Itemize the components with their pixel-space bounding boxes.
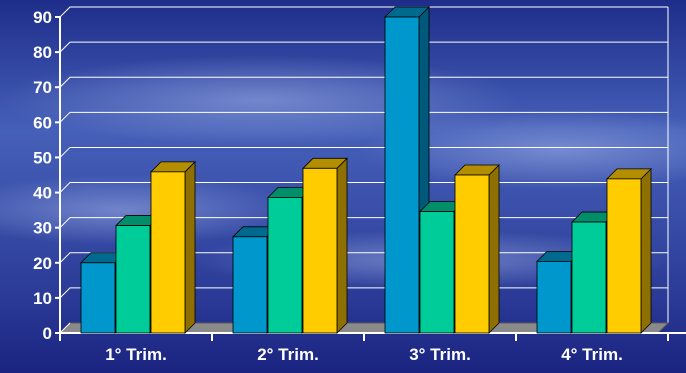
bar-front [80, 262, 116, 334]
y-tick-label: 0 [43, 324, 52, 343]
gridline [59, 146, 668, 158]
y-tick-label: 70 [33, 78, 52, 97]
bar [606, 167, 652, 334]
bar-front [150, 171, 186, 334]
bar [384, 6, 430, 334]
bar-side [640, 167, 652, 334]
y-tick-label: 60 [33, 113, 52, 132]
y-tick-label: 50 [33, 148, 52, 167]
bar-side [488, 164, 500, 334]
background-cloud [360, 110, 686, 190]
x-tick-label: 3° Trim. [409, 345, 471, 364]
x-tick-label: 1° Trim. [105, 345, 167, 364]
bar-front [606, 178, 642, 334]
bar-front [536, 260, 572, 334]
bar-side [336, 157, 348, 334]
x-tick-label: 2° Trim. [257, 345, 319, 364]
bar [150, 160, 196, 334]
bar-front [384, 16, 420, 334]
y-tick-label: 40 [33, 184, 52, 203]
y-tick-label: 30 [33, 219, 52, 238]
gridline [59, 41, 668, 53]
bar-front [419, 211, 455, 334]
y-tick-label: 90 [33, 8, 52, 27]
bar-front [302, 167, 338, 334]
y-tick-label: 20 [33, 254, 52, 273]
gridline [59, 6, 668, 18]
bar-front [454, 174, 490, 334]
x-tick-label: 4° Trim. [561, 345, 623, 364]
bar-front [571, 221, 607, 334]
bar [302, 157, 348, 334]
bar-front [115, 225, 151, 334]
bar [454, 164, 500, 334]
gridline [59, 76, 668, 88]
gridline [59, 111, 668, 123]
bar-front [232, 236, 268, 334]
y-tick-label: 10 [33, 289, 52, 308]
y-axis-depth [59, 322, 71, 334]
bar-front [267, 197, 303, 334]
bar-side [184, 160, 196, 334]
background-cloud [0, 175, 300, 245]
y-tick-label: 80 [33, 43, 52, 62]
